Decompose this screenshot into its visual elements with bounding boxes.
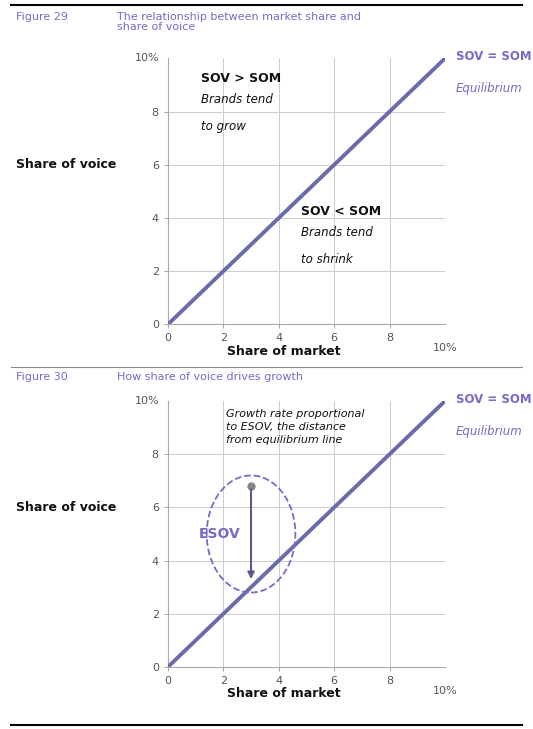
Text: Growth rate proportional
to ESOV, the distance
from equilibrium line: Growth rate proportional to ESOV, the di… — [226, 409, 365, 445]
Text: SOV = SOM: SOV = SOM — [456, 50, 532, 63]
Text: SOV < SOM: SOV < SOM — [301, 205, 381, 218]
Text: Figure 29: Figure 29 — [16, 12, 68, 22]
Text: ESOV: ESOV — [198, 527, 240, 541]
Text: SOV > SOM: SOV > SOM — [201, 71, 281, 85]
Text: Equilibrium: Equilibrium — [456, 82, 523, 95]
Text: Share of voice: Share of voice — [16, 158, 116, 171]
Text: 10%: 10% — [135, 53, 159, 63]
Text: Brands tend: Brands tend — [301, 226, 373, 239]
Text: to shrink: to shrink — [301, 252, 352, 265]
Text: Equilibrium: Equilibrium — [456, 425, 523, 438]
Text: 10%: 10% — [433, 686, 457, 695]
Text: Figure 30: Figure 30 — [16, 372, 68, 382]
Text: 10%: 10% — [135, 396, 159, 406]
Text: share of voice: share of voice — [117, 22, 196, 32]
Text: SOV = SOM: SOV = SOM — [456, 393, 532, 406]
Text: Brands tend: Brands tend — [201, 93, 273, 106]
Text: The relationship between market share and: The relationship between market share an… — [117, 12, 361, 22]
Text: 10%: 10% — [433, 343, 457, 353]
Text: Share of voice: Share of voice — [16, 501, 116, 514]
Text: to grow: to grow — [201, 120, 246, 133]
Text: Share of market: Share of market — [228, 345, 341, 358]
Text: Share of market: Share of market — [228, 687, 341, 700]
Text: How share of voice drives growth: How share of voice drives growth — [117, 372, 303, 382]
